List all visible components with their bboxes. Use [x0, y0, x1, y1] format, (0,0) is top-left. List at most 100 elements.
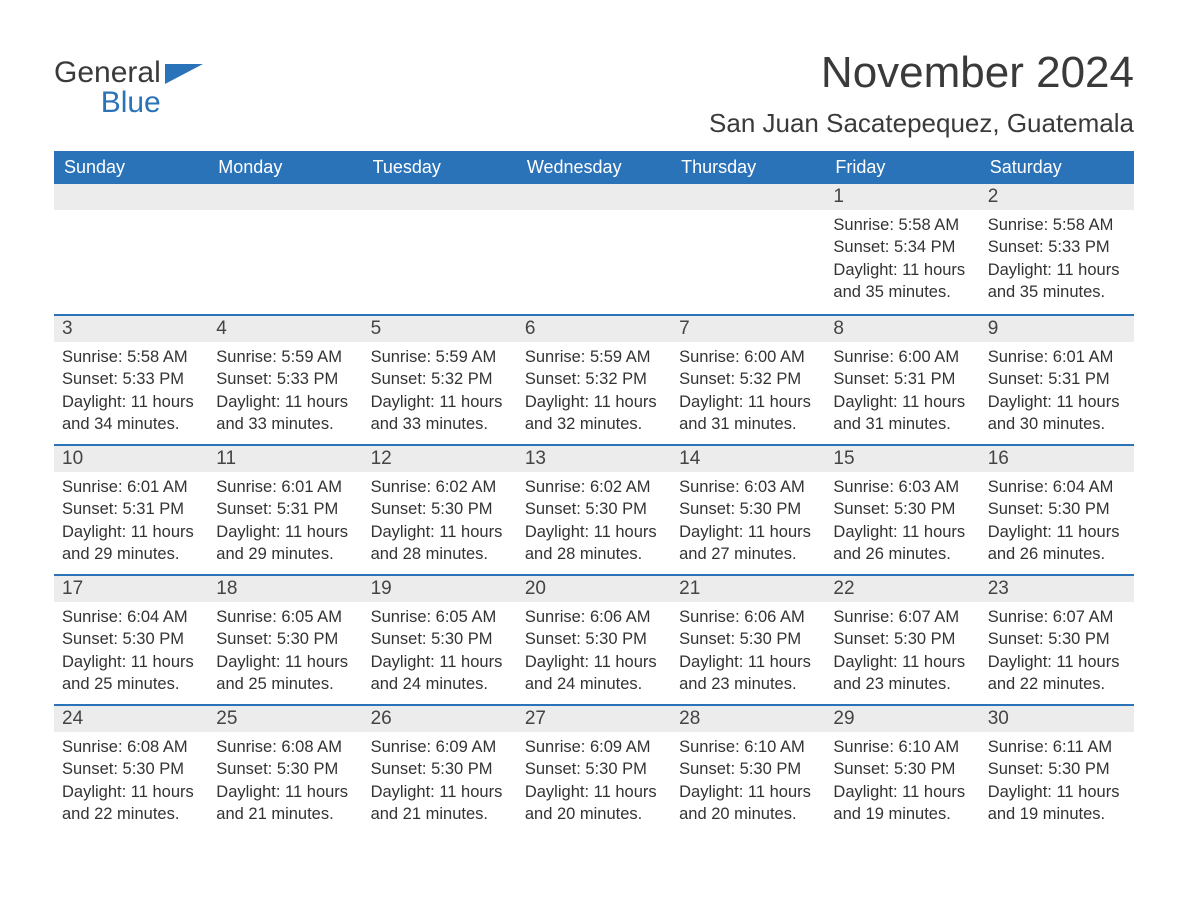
- daylight-line: Daylight: 11 hours and 33 minutes.: [216, 391, 354, 436]
- sunrise-line: Sunrise: 6:00 AM: [833, 346, 971, 368]
- day-details: Sunrise: 6:06 AMSunset: 5:30 PMDaylight:…: [517, 602, 671, 703]
- calendar-day-cell: 2Sunrise: 5:58 AMSunset: 5:33 PMDaylight…: [980, 184, 1134, 314]
- sunrise-line: Sunrise: 6:01 AM: [216, 476, 354, 498]
- empty-day-header: [517, 184, 671, 210]
- day-number: 1: [825, 184, 979, 210]
- day-details: Sunrise: 6:05 AMSunset: 5:30 PMDaylight:…: [208, 602, 362, 703]
- day-details: Sunrise: 6:07 AMSunset: 5:30 PMDaylight:…: [980, 602, 1134, 703]
- daylight-line: Daylight: 11 hours and 35 minutes.: [833, 259, 971, 304]
- daylight-line: Daylight: 11 hours and 29 minutes.: [216, 521, 354, 566]
- sunrise-line: Sunrise: 5:59 AM: [371, 346, 509, 368]
- calendar-header-row: SundayMondayTuesdayWednesdayThursdayFrid…: [54, 151, 1134, 184]
- daylight-line: Daylight: 11 hours and 21 minutes.: [371, 781, 509, 826]
- sunset-line: Sunset: 5:30 PM: [679, 758, 817, 780]
- day-details: Sunrise: 6:04 AMSunset: 5:30 PMDaylight:…: [980, 472, 1134, 573]
- sunrise-line: Sunrise: 6:08 AM: [62, 736, 200, 758]
- daylight-line: Daylight: 11 hours and 21 minutes.: [216, 781, 354, 826]
- day-details: Sunrise: 6:02 AMSunset: 5:30 PMDaylight:…: [517, 472, 671, 573]
- day-number: 9: [980, 314, 1134, 342]
- calendar-day-cell: [517, 184, 671, 314]
- daylight-line: Daylight: 11 hours and 29 minutes.: [62, 521, 200, 566]
- calendar-day-cell: 12Sunrise: 6:02 AMSunset: 5:30 PMDayligh…: [363, 444, 517, 574]
- day-number: 27: [517, 704, 671, 732]
- day-details: Sunrise: 6:07 AMSunset: 5:30 PMDaylight:…: [825, 602, 979, 703]
- day-details: Sunrise: 6:08 AMSunset: 5:30 PMDaylight:…: [208, 732, 362, 833]
- daylight-line: Daylight: 11 hours and 24 minutes.: [371, 651, 509, 696]
- sunset-line: Sunset: 5:31 PM: [62, 498, 200, 520]
- day-details: Sunrise: 5:59 AMSunset: 5:32 PMDaylight:…: [517, 342, 671, 443]
- sunset-line: Sunset: 5:32 PM: [371, 368, 509, 390]
- sunrise-line: Sunrise: 6:05 AM: [216, 606, 354, 628]
- day-number: 14: [671, 444, 825, 472]
- day-details: Sunrise: 5:58 AMSunset: 5:34 PMDaylight:…: [825, 210, 979, 311]
- daylight-line: Daylight: 11 hours and 19 minutes.: [833, 781, 971, 826]
- location-subtitle: San Juan Sacatepequez, Guatemala: [709, 108, 1134, 139]
- day-number: 26: [363, 704, 517, 732]
- daylight-line: Daylight: 11 hours and 25 minutes.: [62, 651, 200, 696]
- day-details: Sunrise: 6:04 AMSunset: 5:30 PMDaylight:…: [54, 602, 208, 703]
- daylight-line: Daylight: 11 hours and 34 minutes.: [62, 391, 200, 436]
- daylight-line: Daylight: 11 hours and 24 minutes.: [525, 651, 663, 696]
- day-number: 17: [54, 574, 208, 602]
- day-details: Sunrise: 6:01 AMSunset: 5:31 PMDaylight:…: [980, 342, 1134, 443]
- day-details: Sunrise: 6:03 AMSunset: 5:30 PMDaylight:…: [671, 472, 825, 573]
- day-details: Sunrise: 6:09 AMSunset: 5:30 PMDaylight:…: [517, 732, 671, 833]
- sunset-line: Sunset: 5:30 PM: [679, 498, 817, 520]
- day-number: 19: [363, 574, 517, 602]
- daylight-line: Daylight: 11 hours and 31 minutes.: [833, 391, 971, 436]
- daylight-line: Daylight: 11 hours and 35 minutes.: [988, 259, 1126, 304]
- sunset-line: Sunset: 5:30 PM: [833, 628, 971, 650]
- sunrise-line: Sunrise: 6:02 AM: [525, 476, 663, 498]
- daylight-line: Daylight: 11 hours and 32 minutes.: [525, 391, 663, 436]
- calendar-day-cell: 19Sunrise: 6:05 AMSunset: 5:30 PMDayligh…: [363, 574, 517, 704]
- sunset-line: Sunset: 5:30 PM: [62, 628, 200, 650]
- empty-day-header: [363, 184, 517, 210]
- empty-day-header: [54, 184, 208, 210]
- sunset-line: Sunset: 5:30 PM: [988, 628, 1126, 650]
- sunrise-line: Sunrise: 6:01 AM: [62, 476, 200, 498]
- daylight-line: Daylight: 11 hours and 25 minutes.: [216, 651, 354, 696]
- day-number: 13: [517, 444, 671, 472]
- calendar-day-cell: 15Sunrise: 6:03 AMSunset: 5:30 PMDayligh…: [825, 444, 979, 574]
- sunset-line: Sunset: 5:33 PM: [988, 236, 1126, 258]
- page-header: General Blue November 2024 San Juan Saca…: [54, 48, 1134, 139]
- sunset-line: Sunset: 5:30 PM: [679, 628, 817, 650]
- calendar-day-cell: 23Sunrise: 6:07 AMSunset: 5:30 PMDayligh…: [980, 574, 1134, 704]
- calendar-day-cell: 17Sunrise: 6:04 AMSunset: 5:30 PMDayligh…: [54, 574, 208, 704]
- sunset-line: Sunset: 5:32 PM: [679, 368, 817, 390]
- calendar-day-cell: 11Sunrise: 6:01 AMSunset: 5:31 PMDayligh…: [208, 444, 362, 574]
- sunrise-line: Sunrise: 6:03 AM: [833, 476, 971, 498]
- calendar-day-cell: 1Sunrise: 5:58 AMSunset: 5:34 PMDaylight…: [825, 184, 979, 314]
- sunset-line: Sunset: 5:30 PM: [525, 628, 663, 650]
- daylight-line: Daylight: 11 hours and 33 minutes.: [371, 391, 509, 436]
- day-details: Sunrise: 6:03 AMSunset: 5:30 PMDaylight:…: [825, 472, 979, 573]
- day-number: 10: [54, 444, 208, 472]
- brand-logo: General Blue: [54, 48, 203, 118]
- day-details: Sunrise: 6:06 AMSunset: 5:30 PMDaylight:…: [671, 602, 825, 703]
- sunrise-line: Sunrise: 6:06 AM: [679, 606, 817, 628]
- sunrise-line: Sunrise: 6:07 AM: [833, 606, 971, 628]
- sunset-line: Sunset: 5:30 PM: [371, 758, 509, 780]
- day-number: 4: [208, 314, 362, 342]
- weekday-header: Friday: [825, 151, 979, 184]
- day-number: 8: [825, 314, 979, 342]
- calendar-day-cell: 13Sunrise: 6:02 AMSunset: 5:30 PMDayligh…: [517, 444, 671, 574]
- sunrise-line: Sunrise: 6:03 AM: [679, 476, 817, 498]
- sunset-line: Sunset: 5:30 PM: [371, 498, 509, 520]
- calendar-day-cell: 16Sunrise: 6:04 AMSunset: 5:30 PMDayligh…: [980, 444, 1134, 574]
- sunrise-line: Sunrise: 6:04 AM: [62, 606, 200, 628]
- calendar-week-row: 17Sunrise: 6:04 AMSunset: 5:30 PMDayligh…: [54, 574, 1134, 704]
- weekday-header: Monday: [208, 151, 362, 184]
- empty-day-header: [671, 184, 825, 210]
- sunrise-line: Sunrise: 6:11 AM: [988, 736, 1126, 758]
- sunset-line: Sunset: 5:30 PM: [525, 758, 663, 780]
- title-block: November 2024 San Juan Sacatepequez, Gua…: [709, 48, 1134, 139]
- day-details: Sunrise: 6:11 AMSunset: 5:30 PMDaylight:…: [980, 732, 1134, 833]
- calendar-day-cell: [363, 184, 517, 314]
- logo-word2: Blue: [54, 88, 161, 118]
- sunset-line: Sunset: 5:30 PM: [988, 758, 1126, 780]
- sunrise-line: Sunrise: 5:58 AM: [62, 346, 200, 368]
- logo-triangle-icon: [165, 64, 203, 84]
- daylight-line: Daylight: 11 hours and 20 minutes.: [679, 781, 817, 826]
- calendar-day-cell: 22Sunrise: 6:07 AMSunset: 5:30 PMDayligh…: [825, 574, 979, 704]
